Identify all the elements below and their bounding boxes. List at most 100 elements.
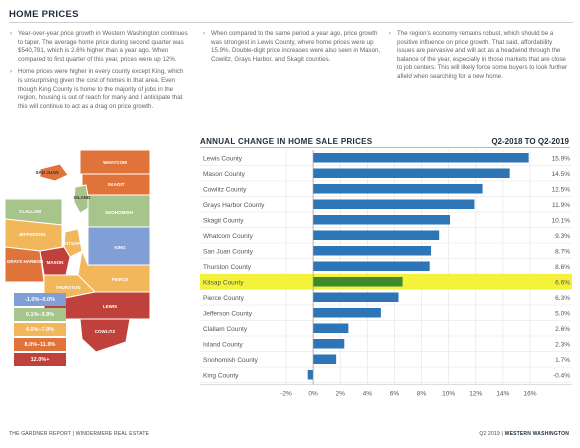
footer-edition: Q2 2019 | WESTERN WASHINGTON (479, 431, 569, 437)
category-label: Jefferson County (203, 311, 253, 318)
bar (307, 370, 314, 380)
bar (313, 292, 399, 302)
bullet-icon: › (10, 31, 12, 37)
legend-item: -1.0%–0.0% (14, 293, 66, 306)
category-label: Grays Harbor County (203, 202, 265, 209)
x-tick-label: 8% (417, 391, 427, 398)
legend-item: 12.0%+ (14, 353, 66, 366)
value-label: 8.7% (555, 249, 570, 256)
county-label: JEFFERSON (18, 232, 45, 237)
county-label: SKAGIT (107, 182, 124, 187)
value-label: 6.6% (555, 280, 570, 287)
bar (313, 153, 529, 163)
county-san-juan (39, 163, 69, 182)
value-label: 11.9% (552, 202, 570, 209)
legend-item: 0.1%–3.9% (14, 308, 66, 321)
county-label: MASON (47, 260, 64, 265)
x-tick-label: 16% (523, 391, 536, 398)
category-label: Island County (203, 342, 243, 349)
bar (313, 215, 451, 225)
bar (313, 261, 430, 271)
legend-item: 8.0%–11.9% (14, 338, 66, 351)
county-label: SAN JUAN (35, 170, 58, 175)
county-island (73, 184, 91, 214)
category-label: Snohomish County (203, 357, 259, 364)
bar (313, 199, 475, 209)
bar (313, 354, 337, 364)
legend-item: 4.0%–7.9% (14, 323, 66, 336)
bullet-icon: › (203, 31, 205, 37)
category-label: Pierce County (203, 295, 245, 302)
x-tick-label: 14% (496, 391, 509, 398)
bar (313, 339, 345, 349)
map-legend: -1.0%–0.0% 0.1%–3.9% 4.0%–7.9% 8.0%–11.9… (14, 293, 66, 368)
paragraph: › When compared to the same period a year… (203, 30, 381, 63)
county-label: SNOHOMISH (105, 210, 133, 215)
county-label: LEWIS (103, 304, 117, 309)
value-label: -0.4% (553, 373, 570, 380)
county-label: CLALLAM (19, 209, 41, 214)
paragraph: › Year-over-year price growth in Western … (10, 30, 188, 63)
chart-title: ANNUAL CHANGE IN HOME SALE PRICES (200, 137, 373, 146)
text-column-2: › When compared to the same period a year… (203, 30, 381, 68)
value-label: 8.6% (555, 264, 570, 271)
county-cowlitz (79, 318, 131, 353)
value-label: 9.3% (555, 233, 570, 240)
category-label: Lewis County (203, 156, 243, 163)
paragraph: › Home prices were higher in every county… (10, 68, 184, 110)
value-label: 12.5% (552, 187, 571, 194)
bar (313, 168, 510, 178)
category-label: Clallam County (203, 326, 248, 333)
value-label: 15.9% (552, 156, 571, 163)
value-label: 2.6% (555, 326, 570, 333)
value-label: 2.3% (555, 342, 570, 349)
county-label: KING (114, 245, 126, 250)
category-label: Whatcom County (203, 233, 254, 240)
chart-date-range: Q2-2018 TO Q2-2019 (491, 137, 569, 146)
value-label: 10.1% (552, 218, 571, 225)
footer-publication: THE GARDNER REPORT | WINDERMERE REAL EST… (9, 431, 150, 437)
bar (313, 277, 403, 287)
paragraph: › The region's economy remains robust, wh… (389, 30, 568, 80)
section-title: HOME PRICES (9, 9, 79, 20)
county-label: WHATCOM (103, 160, 127, 165)
x-tick-label: -2% (280, 391, 292, 398)
county-label: ISLAND (74, 195, 92, 200)
county-label: COWLITZ (95, 329, 116, 334)
county-label: KITSAP (64, 241, 81, 246)
text-column-1: › Year-over-year price growth in Western … (10, 30, 188, 115)
category-label: King County (203, 373, 239, 380)
category-label: Kitsap County (203, 280, 244, 287)
x-tick-label: 6% (390, 391, 400, 398)
value-label: 6.3% (555, 295, 570, 302)
category-label: Skagit County (203, 218, 244, 225)
value-label: 14.5% (552, 171, 571, 178)
value-label: 5.0% (555, 311, 570, 318)
x-tick-label: 2% (336, 391, 346, 398)
county-shapes (4, 149, 151, 353)
bar (313, 184, 483, 194)
county-map: WHATCOM SAN JUAN SKAGIT ISLAND CLALLAM S… (4, 149, 151, 353)
county-label: GRAYS HARBOR (7, 259, 44, 264)
bar (313, 308, 381, 318)
bullet-icon: › (389, 31, 391, 37)
x-tick-label: 10% (442, 391, 455, 398)
x-tick-label: 4% (363, 391, 373, 398)
text-column-3: › The region's economy remains robust, wh… (389, 30, 569, 86)
category-label: Thurston County (203, 264, 252, 271)
county-label: PIERCE (112, 277, 129, 282)
section-divider (9, 22, 573, 23)
x-tick-label: 0% (308, 391, 318, 398)
bullet-icon: › (10, 69, 12, 76)
value-label: 1.7% (555, 357, 570, 364)
category-label: Cowlitz County (203, 187, 247, 194)
county-label: THURSTON (56, 285, 81, 290)
county-kitsap (63, 228, 83, 258)
x-tick-label: 12% (469, 391, 482, 398)
bar (313, 323, 349, 333)
chart-divider (200, 147, 570, 148)
category-label: San Juan County (203, 249, 254, 256)
bar (313, 230, 440, 240)
category-label: Mason County (203, 171, 246, 178)
